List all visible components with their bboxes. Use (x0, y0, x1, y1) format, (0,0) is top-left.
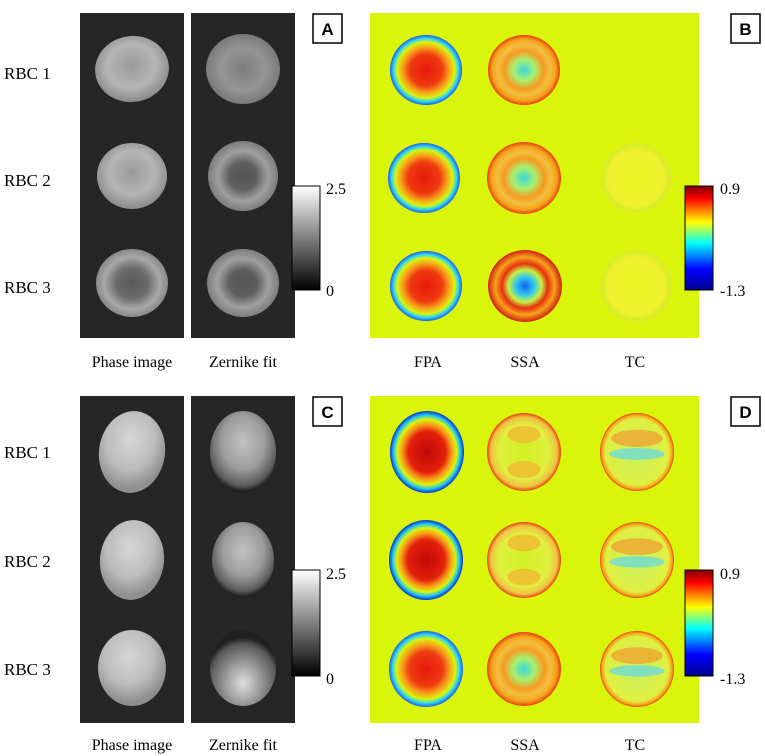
cell-image-rbc3-zernike-fit (210, 630, 276, 706)
panel-badge-box (312, 396, 343, 427)
colorbar-max-label: 0.9 (720, 566, 740, 583)
cell-image-rbc3-ssa (487, 632, 561, 706)
row-label-rbc-3: RBC 3 (4, 660, 51, 679)
ssa-lobe-top (507, 534, 541, 552)
column-label-tc: TC (625, 737, 645, 754)
colorbar (291, 185, 321, 291)
panel-d: FPA SSA TC D 0.9 -1.3 (370, 396, 761, 754)
panel-badge-label: B (739, 20, 751, 39)
cell-image-rbc1-phase-image (98, 411, 166, 493)
cell-image-rbc1-zernike-fit (210, 411, 276, 493)
column-label-phase-image: Phase image (92, 354, 172, 371)
cell-image-rbc1-ssa (487, 413, 561, 491)
cell-image-rbc1-zernike-fit (206, 34, 280, 104)
panel-badge-box (312, 13, 343, 44)
panel-b: FPA SSA TC B 0.9 -1.3 (370, 13, 761, 371)
ssa-lobe-bottom (507, 460, 541, 479)
colorbar-min-label: 0 (326, 671, 334, 688)
panel-a: RBC 1 RBC 2 RBC 3 Phase image Zernike fit A 2.… (4, 13, 346, 371)
ssa-lobe-top (507, 425, 541, 444)
row-label-rbc-3: RBC 3 (4, 278, 51, 297)
row-label-rbc-1: RBC 1 (4, 443, 51, 462)
panel-badge-box (730, 396, 761, 427)
tc-band-top (611, 647, 663, 665)
row-label-rbc-2: RBC 2 (4, 552, 51, 571)
cell-image-rbc2-phase-image (97, 143, 167, 209)
colorbar-min-label: -1.3 (720, 671, 745, 688)
cell-image-rbc1-ssa (488, 35, 560, 105)
colorbar-max-label: 2.5 (326, 181, 346, 198)
column-label-ssa: SSA (510, 354, 540, 371)
colorbar-min-label: -1.3 (720, 283, 745, 300)
cell-image-rbc3-fpa (389, 631, 463, 707)
colorbar-max-label: 2.5 (326, 566, 346, 583)
colorbar (684, 569, 714, 677)
cell-image-rbc2-zernike-fit (212, 522, 274, 598)
cell-image-rbc2-zernike-fit (208, 141, 278, 211)
colorbar-max-label: 0.9 (720, 181, 740, 198)
column-label-phase-image: Phase image (92, 737, 172, 754)
column-label-zernike-fit: Zernike fit (209, 737, 278, 754)
cell-image-rbc1-fpa (390, 411, 464, 493)
tc-band-middle (609, 448, 665, 460)
tc-band-middle (609, 665, 665, 677)
cell-image-rbc2-ssa (487, 142, 561, 214)
row-label-rbc-2: RBC 2 (4, 171, 51, 190)
cell-image-rbc2-ssa (487, 522, 561, 598)
cell-image-rbc2-tc (601, 143, 671, 213)
tc-band-middle (609, 556, 665, 568)
cell-image-rbc3-zernike-fit (207, 249, 279, 317)
tc-band-top (611, 429, 663, 447)
cell-image-rbc3-phase-image (98, 630, 166, 706)
colorbar-min-label: 0 (326, 283, 334, 300)
cell-image-rbc3-fpa (390, 251, 462, 321)
cell-image-rbc3-tc (600, 250, 672, 322)
cell-image-rbc1-fpa (390, 35, 462, 105)
cell-image-rbc2-phase-image (99, 520, 165, 600)
row-label-rbc-1: RBC 1 (4, 64, 51, 83)
tc-band-top (611, 538, 663, 556)
column-label-zernike-fit: Zernike fit (209, 354, 278, 371)
colorbar (684, 185, 714, 291)
column-label-fpa: FPA (414, 737, 442, 754)
colorbar (291, 569, 321, 677)
column-label-fpa: FPA (414, 354, 442, 371)
panel-badge-box (730, 13, 761, 44)
cell-image-rbc3-phase-image (96, 249, 168, 317)
ssa-lobe-bottom (507, 568, 541, 586)
column-label-ssa: SSA (510, 737, 540, 754)
column-label-tc: TC (625, 354, 645, 371)
panel-badge-label: C (321, 403, 333, 422)
panel-c: RBC 1 RBC 2 RBC 3 Phase image Zernike fit C 2.… (4, 396, 346, 754)
panel-badge-label: A (321, 20, 333, 39)
cell-image-rbc2-fpa (388, 143, 460, 213)
cell-image-rbc2-fpa (389, 520, 463, 600)
cell-image-rbc3-ssa (488, 250, 562, 322)
panel-badge-label: D (739, 403, 751, 422)
cell-image-rbc1-phase-image (95, 35, 169, 103)
